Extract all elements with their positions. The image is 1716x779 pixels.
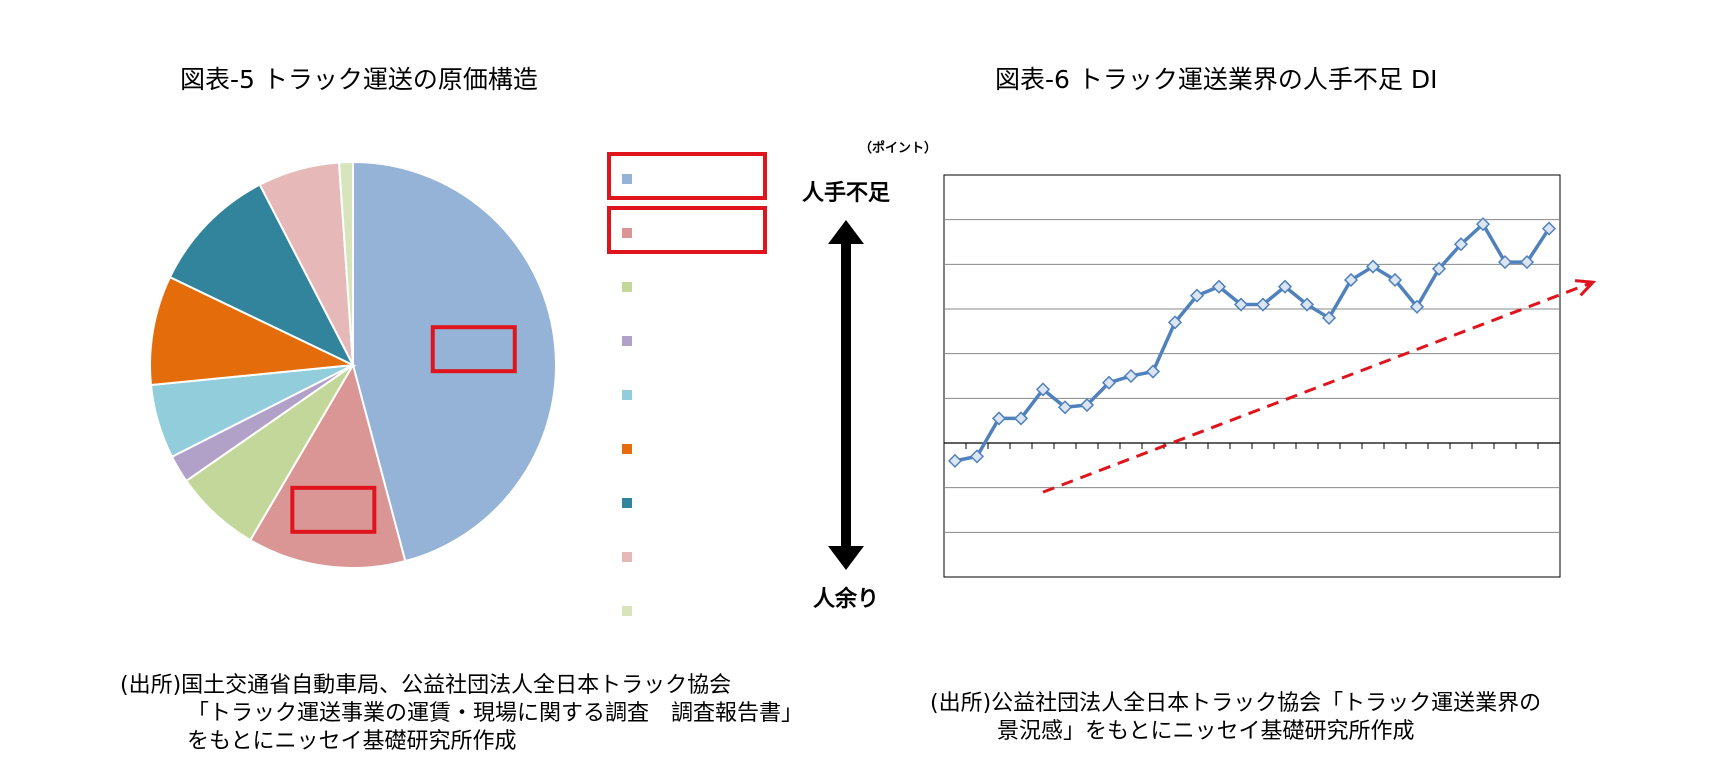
source-right-line-2: 景況感」をもとにニッセイ基礎研究所作成 [997, 719, 1415, 744]
data-point [947, 453, 963, 468]
data-point [1189, 288, 1205, 303]
pie-chart-title: 図表-5 トラック運送の原価構造 [180, 65, 538, 94]
series-line [954, 222, 1551, 463]
source-note-left: (出所)国土交通省自動車局、公益社団法人全日本トラック協会 「トラック運送事業の… [120, 672, 803, 756]
arrow-bottom-label: 人余り [813, 586, 879, 612]
legend-swatch [622, 498, 632, 508]
source-left-line-1: (出所)国土交通省自動車局、公益社団法人全日本トラック協会 [120, 673, 732, 698]
trend-arrow-line [1042, 280, 1594, 494]
pie-slice [248, 362, 407, 569]
pie-slice [168, 183, 356, 368]
legend-swatch [622, 606, 632, 616]
pie-slice [337, 160, 354, 366]
data-point [1277, 279, 1293, 294]
source-left-line-2: 「トラック運送事業の運賃・現場に関する調査 調査報告書」 [187, 701, 804, 726]
data-point [1321, 310, 1337, 325]
data-point [1475, 217, 1491, 232]
source-left-line-3: をもとにニッセイ基礎研究所作成 [187, 729, 517, 754]
highlight-box [430, 325, 517, 374]
legend-swatch [622, 228, 632, 238]
data-point [1079, 397, 1095, 413]
legend-swatch [622, 282, 632, 292]
data-point [1497, 255, 1513, 270]
data-point [1255, 297, 1271, 312]
legend-swatch [622, 444, 632, 454]
data-point [1365, 259, 1381, 274]
data-point [991, 411, 1007, 426]
source-note-right: (出所)公益社団法人全日本トラック協会「トラック運送業界の 景況感」をもとにニッ… [930, 690, 1541, 746]
shortage-arrow: 人手不足 人余り [802, 181, 890, 612]
arrow-up-head [828, 220, 864, 244]
data-point [1431, 261, 1447, 276]
arrow-down-head [828, 546, 864, 570]
data-point [1167, 315, 1183, 330]
plot-area-border [943, 174, 1561, 578]
arrow-top-label: 人手不足 [802, 181, 890, 206]
legend-highlight-box [607, 206, 767, 254]
pie-slice [352, 160, 557, 563]
y-axis-unit-label: （ポイント） [859, 140, 937, 156]
data-point [1211, 279, 1227, 294]
data-point [1343, 272, 1359, 288]
legend-swatch [622, 336, 632, 346]
legend-swatch [622, 552, 632, 562]
data-point [1101, 375, 1117, 390]
data-point [1519, 255, 1535, 270]
data-point [1035, 382, 1051, 397]
highlight-box [290, 485, 377, 534]
legend-highlight-box [607, 152, 767, 200]
pie-legend [607, 152, 767, 616]
data-point [1409, 299, 1425, 314]
data-point [1123, 368, 1139, 384]
line-chart-title: 図表-6 トラック運送業界の人手不足 DI [995, 65, 1438, 94]
legend-swatch [622, 174, 632, 184]
data-point [1299, 297, 1315, 312]
data-point [1541, 221, 1557, 236]
pie-chart [149, 160, 557, 569]
data-point [1233, 297, 1249, 312]
data-point [969, 449, 985, 464]
line-chart: （ポイント） [859, 140, 1597, 578]
pie-slice [149, 275, 357, 387]
data-point [1057, 400, 1073, 415]
data-point [1013, 411, 1029, 426]
legend-swatch [622, 390, 632, 400]
data-point [1387, 272, 1403, 288]
data-point [1453, 237, 1469, 252]
data-point [1145, 364, 1161, 379]
source-right-line-1: (出所)公益社団法人全日本トラック協会「トラック運送業界の [930, 691, 1542, 716]
trend-arrow-head [1574, 279, 1597, 297]
